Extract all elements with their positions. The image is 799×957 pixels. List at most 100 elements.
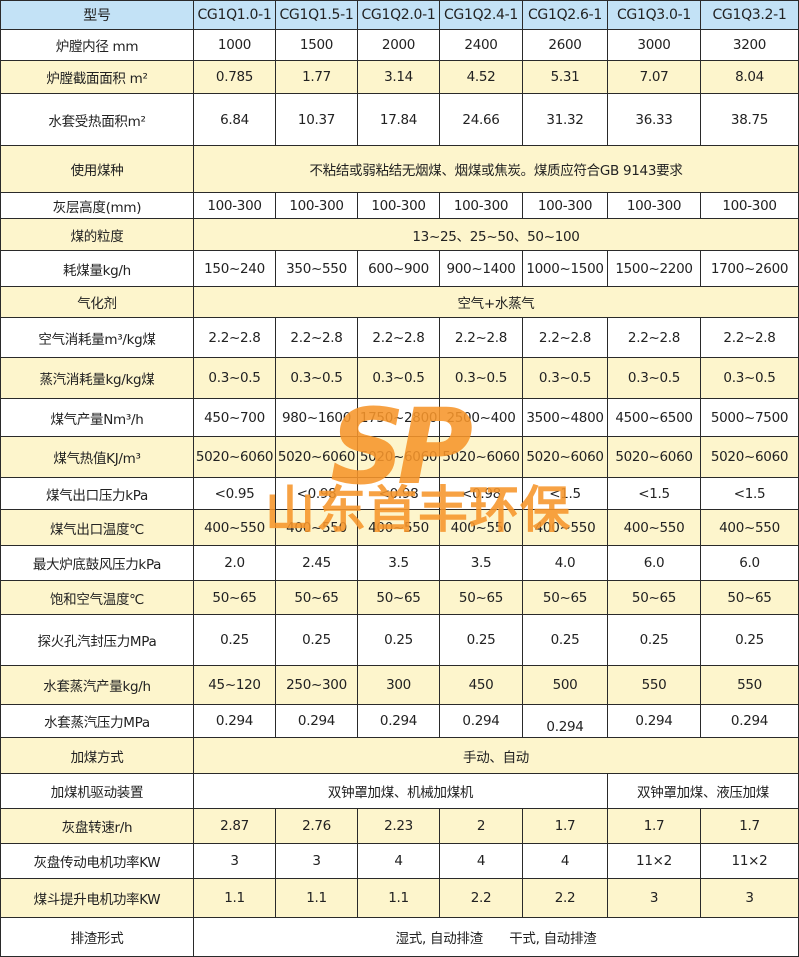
table-row: 使用煤种 不粘结或弱粘结无烟煤、烟煤或焦炭。煤质应符合GB 9143要求	[0, 145, 799, 193]
table-cell: 1.1	[193, 878, 276, 918]
table-cell: 2000	[357, 29, 440, 61]
table-cell: 3.14	[357, 60, 440, 94]
table-cell: 5020~6060	[607, 436, 701, 478]
row-label: 水套蒸汽压力MPa	[0, 704, 194, 738]
table-cell: <0.98	[357, 477, 440, 510]
table-cell: 6.84	[193, 93, 276, 146]
table-cell: 5020~6060	[522, 436, 608, 478]
model-header: CG1Q3.0-1	[607, 0, 701, 30]
table-cell: 1.1	[275, 878, 358, 918]
row-label: 灰盘传动电机功率KW	[0, 843, 194, 879]
table-cell: 400~550	[439, 509, 523, 546]
table-cell: 450	[439, 665, 523, 705]
table-row: 加煤方式 手动、自动	[0, 737, 799, 774]
table-row: 煤斗提升电机功率KW 1.1 1.1 1.1 2.2 2.2 3 3	[0, 878, 799, 918]
merged-cell: 手动、自动	[193, 737, 799, 774]
table-cell: 5020~6060	[357, 436, 440, 478]
table-cell: 900~1400	[439, 250, 523, 287]
table-cell: 0.3~0.5	[193, 357, 276, 399]
table-cell: 1.7	[607, 808, 701, 844]
table-cell: 8.04	[700, 60, 799, 94]
table-cell: 0.294	[607, 704, 701, 738]
merged-cell: 不粘结或弱粘结无烟煤、烟煤或焦炭。煤质应符合GB 9143要求	[193, 145, 799, 193]
table-cell: 0.25	[700, 614, 799, 666]
row-label: 空气消耗量m³/kg煤	[0, 317, 194, 358]
table-cell: 0.25	[193, 614, 276, 666]
table-cell: 50~65	[607, 580, 701, 615]
row-label: 煤气热值KJ/m³	[0, 436, 194, 478]
table-cell: <0.95	[193, 477, 276, 510]
table-cell: 0.3~0.5	[700, 357, 799, 399]
table-row: 加煤机驱动装置 双钟罩加煤、机械加煤机 双钟罩加煤、液压加煤	[0, 773, 799, 809]
table-cell: 1.1	[357, 878, 440, 918]
table-cell: 2.2	[439, 878, 523, 918]
table-cell: 50~65	[522, 580, 608, 615]
table-cell: 2.23	[357, 808, 440, 844]
table-cell: 2.2~2.8	[522, 317, 608, 358]
table-cell: 5000~7500	[700, 398, 799, 437]
table-row: 水套蒸汽产量kg/h 45~120 250~300 300 450 500 550 550	[0, 665, 799, 705]
table-cell: 4	[522, 843, 608, 879]
table-cell: 0.294	[700, 704, 799, 738]
row-label: 炉膛截面面积 m²	[0, 60, 194, 94]
table-cell: 2	[439, 808, 523, 844]
table-cell: 350~550	[275, 250, 358, 287]
table-cell: 0.294	[193, 704, 276, 738]
table-cell: 2.2~2.8	[607, 317, 701, 358]
table-cell: 150~240	[193, 250, 276, 287]
table-cell: 2.2~2.8	[275, 317, 358, 358]
table-cell: 100-300	[439, 192, 523, 219]
table-cell: 1.77	[275, 60, 358, 94]
table-cell: <1.5	[522, 477, 608, 510]
table-cell: 0.294	[439, 704, 523, 738]
table-cell: 6.0	[700, 545, 799, 581]
table-cell: 500	[522, 665, 608, 705]
table-cell: 400~550	[357, 509, 440, 546]
model-header: CG1Q2.4-1	[439, 0, 523, 30]
model-header: CG1Q2.6-1	[522, 0, 608, 30]
table-row: 灰盘传动电机功率KW 3 3 4 4 4 11×2 11×2	[0, 843, 799, 879]
table-cell: 1500~2200	[607, 250, 701, 287]
table-cell: 5.31	[522, 60, 608, 94]
table-cell: 1000	[193, 29, 276, 61]
table-row: 炉膛内径 mm 1000 1500 2000 2400 2600 3000 3200	[0, 29, 799, 61]
table-cell: 0.3~0.5	[275, 357, 358, 399]
table-row: 最大炉底鼓风压力kPa 2.0 2.45 3.5 3.5 4.0 6.0 6.0	[0, 545, 799, 581]
table-cell: 4500~6500	[607, 398, 701, 437]
table-cell: 2.87	[193, 808, 276, 844]
table-cell: 2.2	[522, 878, 608, 918]
table-cell: 3	[275, 843, 358, 879]
header-label: 型号	[0, 0, 194, 30]
table-cell: 300	[357, 665, 440, 705]
merged-cell: 空气+水蒸气	[193, 286, 799, 318]
table-cell: 1500	[275, 29, 358, 61]
table-cell: 400~550	[193, 509, 276, 546]
table-cell: 1700~2600	[700, 250, 799, 287]
row-label: 饱和空气温度℃	[0, 580, 194, 615]
row-label: 灰层高度(mm)	[0, 192, 194, 219]
table-row: 灰盘转速r/h 2.87 2.76 2.23 2 1.7 1.7 1.7	[0, 808, 799, 844]
table-cell: 5020~6060	[275, 436, 358, 478]
table-cell: <0.98	[439, 477, 523, 510]
table-cell: 3	[607, 878, 701, 918]
model-header: CG1Q1.5-1	[275, 0, 358, 30]
table-cell: 2.0	[193, 545, 276, 581]
row-label: 煤的粒度	[0, 218, 194, 251]
merged-cell: 13~25、25~50、50~100	[193, 218, 799, 251]
table-cell: 50~65	[357, 580, 440, 615]
table-cell: 0.25	[357, 614, 440, 666]
table-cell: 0.785	[193, 60, 276, 94]
row-label: 耗煤量kg/h	[0, 250, 194, 287]
table-cell: 2.45	[275, 545, 358, 581]
table-cell: 400~550	[607, 509, 701, 546]
table-cell: 0.3~0.5	[357, 357, 440, 399]
table-cell: 5020~6060	[439, 436, 523, 478]
row-label: 最大炉底鼓风压力kPa	[0, 545, 194, 581]
table-cell: 400~550	[522, 509, 608, 546]
table-row: 煤气产量Nm³/h 450~700 980~1600 1750~2800 2500~40…	[0, 398, 799, 437]
table-cell: 4.0	[522, 545, 608, 581]
table-row: 煤的粒度 13~25、25~50、50~100	[0, 218, 799, 251]
header-row: 型号 CG1Q1.0-1 CG1Q1.5-1 CG1Q2.0-1 CG1Q2.4-1 CG…	[0, 0, 799, 30]
table-cell: 0.294	[275, 704, 358, 738]
